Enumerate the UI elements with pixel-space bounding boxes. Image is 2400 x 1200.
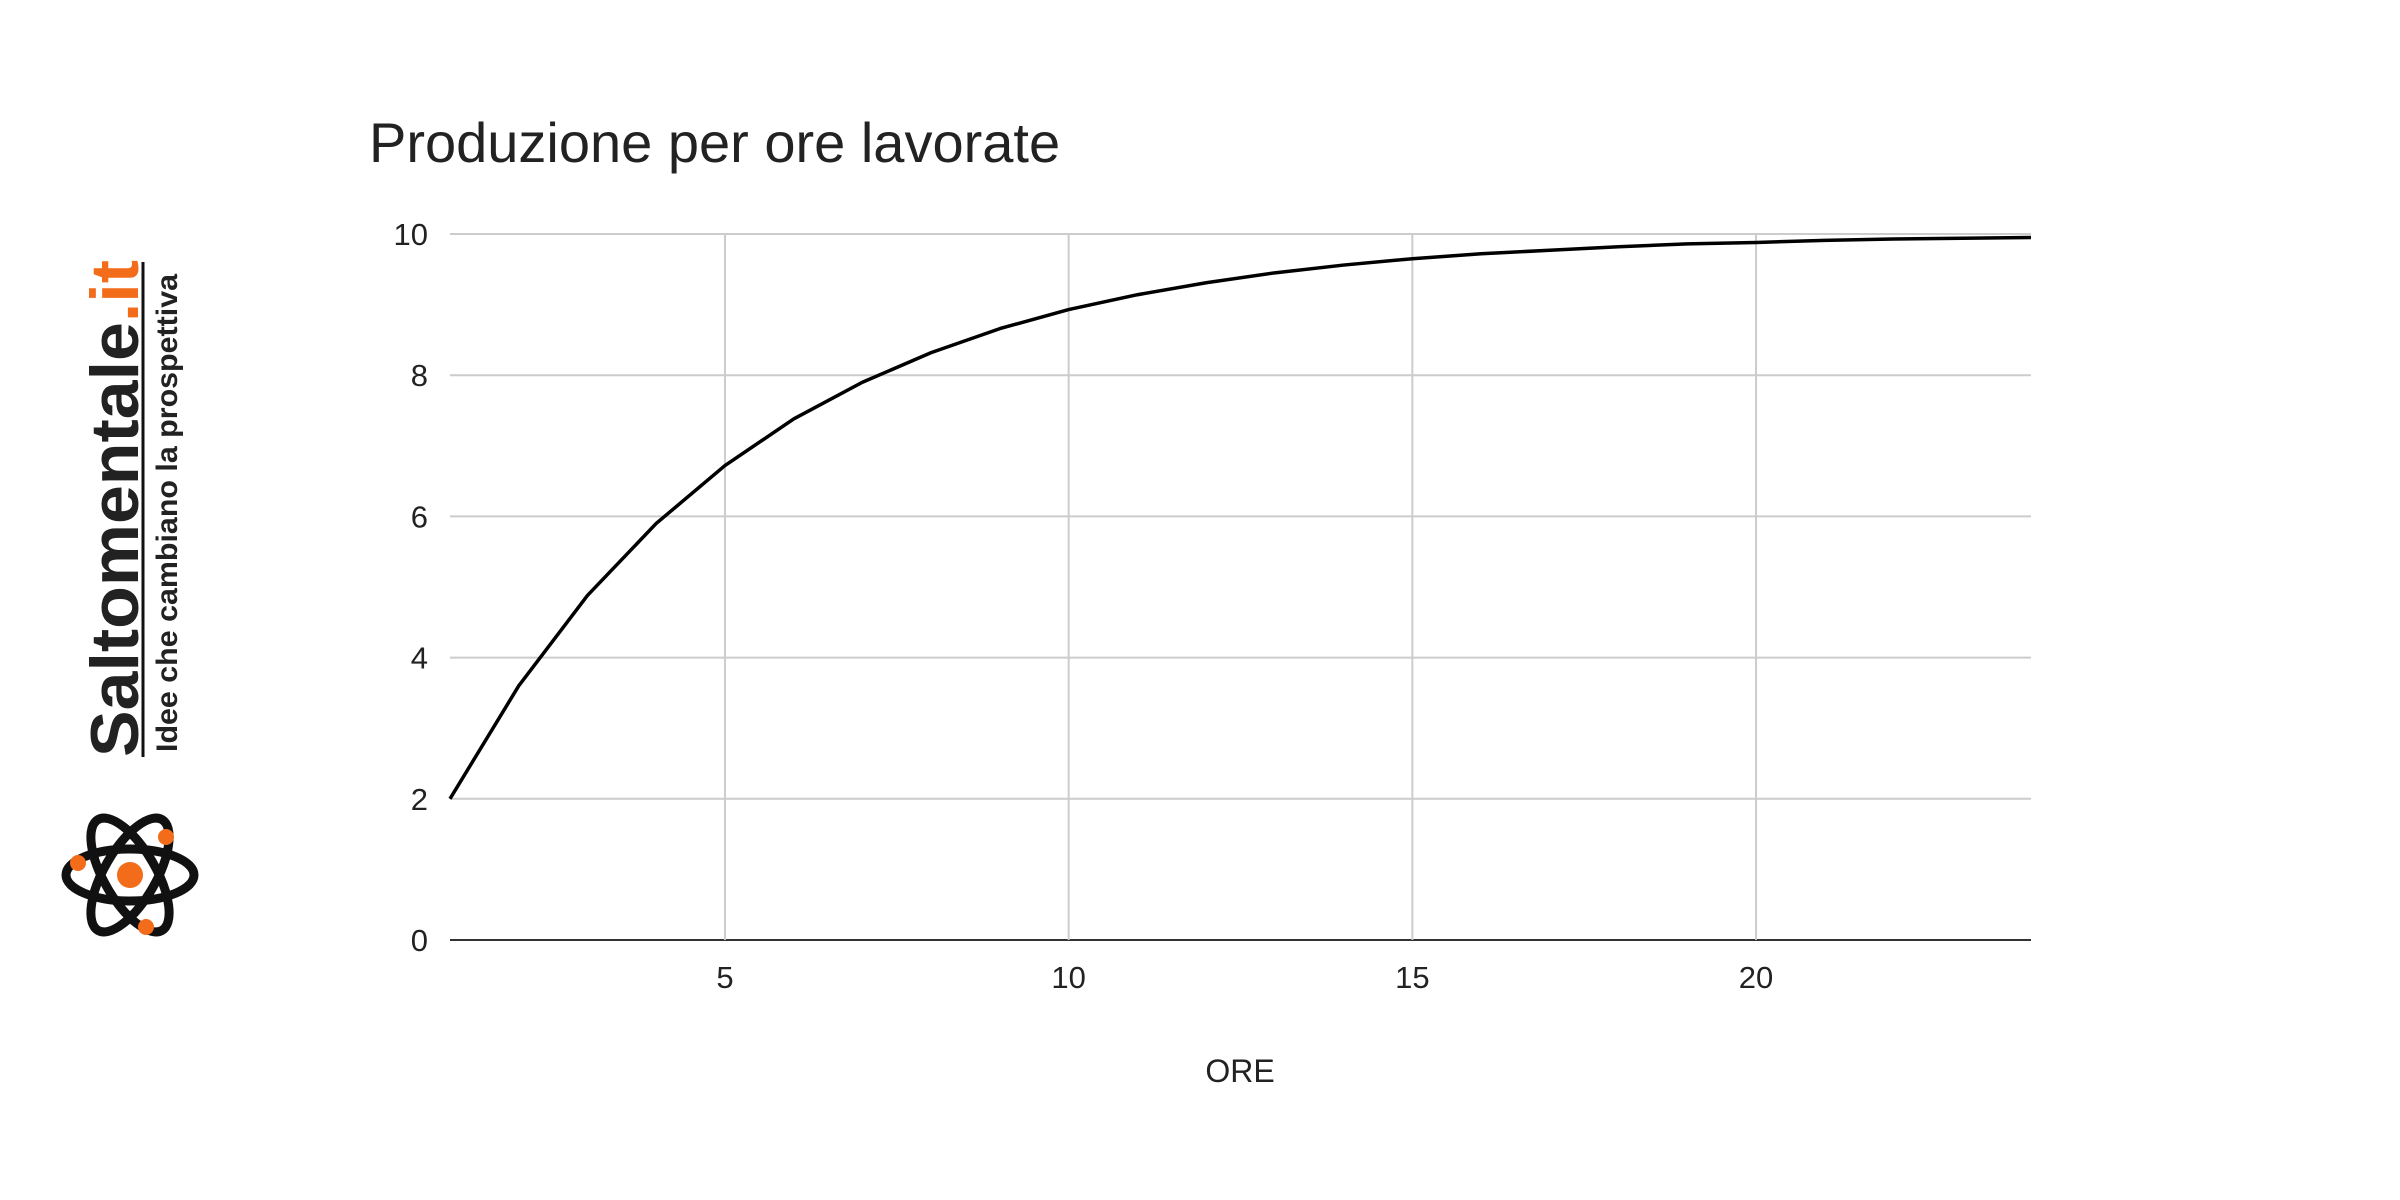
orbit xyxy=(61,844,199,906)
x-axis-label: ORE xyxy=(1205,1053,1274,1089)
y-tick-label: 0 xyxy=(411,923,428,958)
y-tick-label: 6 xyxy=(411,499,428,534)
logo-name: Saltomentale.it xyxy=(77,260,153,757)
logo-tagline: Idee che cambiano la prospettiva xyxy=(151,274,184,752)
x-tick-label: 15 xyxy=(1395,960,1429,995)
nucleus xyxy=(117,862,143,888)
y-tick-label: 2 xyxy=(411,782,428,817)
x-tick-label: 5 xyxy=(716,960,733,995)
chart-title: Produzione per ore lavorate xyxy=(369,111,1060,174)
y-tick-label: 10 xyxy=(394,217,428,252)
electron xyxy=(158,829,174,845)
electron xyxy=(138,919,154,935)
y-tick-label: 8 xyxy=(411,358,428,393)
logo-icon xyxy=(61,813,199,937)
x-tick-label: 20 xyxy=(1739,960,1773,995)
logo-name-text: Saltomentale xyxy=(77,322,153,757)
orbit xyxy=(86,813,174,937)
x-tick-label: 10 xyxy=(1051,960,1085,995)
y-tick-label: 4 xyxy=(411,641,428,676)
data-line xyxy=(448,235,2032,800)
electron xyxy=(70,855,86,871)
logo: Saltomentale.it Idee che cambiano la pro… xyxy=(61,260,199,937)
orbit xyxy=(86,813,174,937)
logo-suffix: .it xyxy=(77,260,153,322)
